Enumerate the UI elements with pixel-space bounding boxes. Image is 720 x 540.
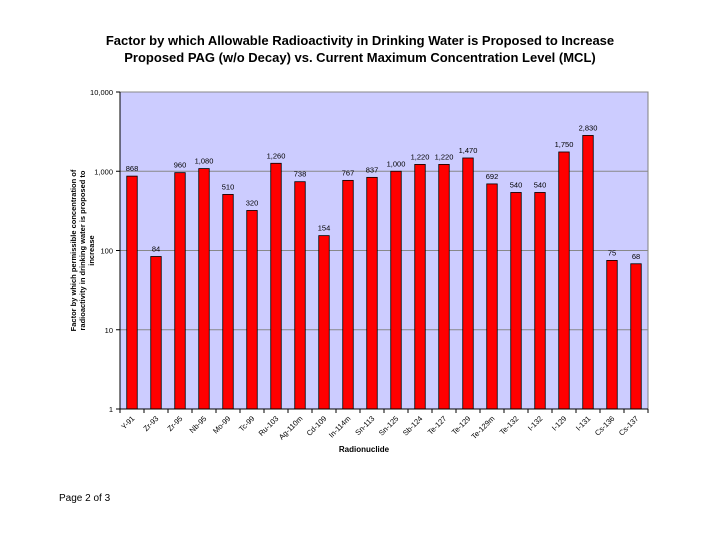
x-tick-label: Te-132: [498, 414, 521, 437]
page-footer: Page 2 of 3: [59, 493, 111, 504]
y-tick-label: 1,000: [94, 167, 113, 176]
y-axis-label-line: increase: [87, 235, 96, 265]
chart-title-line-2: Proposed PAG (w/o Decay) vs. Current Max…: [124, 50, 596, 65]
bar: [582, 135, 594, 410]
bar: [126, 175, 138, 410]
x-tick-label: I-131: [574, 414, 592, 432]
bar-value-label: 2,830: [579, 123, 598, 132]
value-labels: 868 84 960 1,080 510 320 1,260 738 154 767 837 1,00…: [126, 123, 640, 260]
x-axis-label: Radionuclide: [339, 445, 390, 454]
y-tick-label: 100: [100, 247, 113, 256]
bar: [150, 256, 162, 410]
bar-value-label: 540: [510, 180, 523, 189]
bar: [630, 263, 642, 410]
bar-value-label: 868: [126, 164, 139, 173]
x-tick-label: Sb-124: [401, 414, 424, 437]
bar: [510, 192, 522, 410]
y-axis-label-line: radioactivity in drinking water is propo…: [78, 170, 87, 330]
bar-value-label: 320: [246, 198, 259, 207]
y-axis-label-line: Factor by which permissible concentratio…: [69, 169, 78, 331]
bar-value-label: 84: [152, 245, 160, 254]
y-tick-label: 10,000: [90, 88, 113, 97]
bar: [270, 162, 282, 410]
x-tick-label: I-129: [550, 414, 568, 432]
bar: [438, 164, 450, 410]
x-tick-label: Zr-93: [141, 414, 160, 433]
x-tick-label: Y-91: [119, 414, 136, 431]
x-tick-label: I-132: [526, 414, 544, 432]
bar: [294, 181, 306, 410]
bar-value-label: 154: [318, 224, 331, 233]
bar: [222, 194, 234, 410]
x-tick-label: Tc-99: [237, 414, 256, 433]
bar-value-label: 692: [486, 172, 499, 181]
x-tick-label: Sn-125: [377, 414, 400, 437]
y-axis-label: Factor by which permissible concentratio…: [69, 169, 96, 331]
bar-value-label: 738: [294, 170, 307, 179]
bar-value-label: 1,220: [411, 152, 430, 161]
bar: [366, 176, 378, 410]
bar-value-label: 1,750: [555, 140, 574, 149]
x-tick-label: Te-129m: [469, 414, 496, 441]
bar: [486, 183, 498, 410]
bar-value-label: 1,260: [267, 151, 286, 160]
x-tick-label: In-114m: [327, 414, 352, 439]
bar-value-label: 837: [366, 165, 379, 174]
bar: [174, 172, 186, 410]
bar: [462, 157, 474, 410]
x-tick-label: Zr-95: [165, 414, 184, 433]
bar: [318, 235, 330, 410]
chart-title-line-1: Factor by which Allowable Radioactivity …: [105, 33, 615, 48]
x-tick-label: Mo-99: [211, 414, 232, 435]
bars: [126, 135, 642, 410]
x-tick-label: Nb-95: [188, 414, 209, 435]
x-tick-label: Sn-113: [353, 414, 376, 437]
bar: [534, 192, 546, 410]
bar: [246, 210, 258, 410]
bar-value-label: 75: [608, 248, 616, 257]
bar-value-label: 510: [222, 182, 235, 191]
bar: [390, 170, 402, 410]
bar: [414, 164, 426, 410]
x-axis-ticks: Y-91 Zr-93 Zr-95 Nb-95 Mo-99 Tc-99 Ru-103Ag-11…: [119, 409, 649, 442]
bar: [342, 179, 354, 410]
bar: [558, 151, 570, 410]
bar-value-label: 68: [632, 252, 640, 261]
bar-value-label: 1,220: [435, 152, 454, 161]
bar: [198, 168, 210, 410]
bar-value-label: 1,470: [459, 146, 478, 155]
x-tick-label: Ag-110m: [277, 414, 304, 441]
bar-value-label: 960: [174, 161, 187, 170]
bar-value-label: 540: [534, 180, 547, 189]
x-tick-label: Cs-136: [593, 414, 616, 437]
bar-value-label: 1,080: [195, 157, 214, 166]
x-tick-label: Cs-137: [617, 414, 640, 437]
bar-value-label: 1,000: [387, 159, 406, 168]
x-tick-label: Cd-109: [305, 414, 329, 438]
bar-value-label: 767: [342, 168, 355, 177]
x-tick-label: Te-127: [426, 414, 449, 437]
bar: [606, 260, 618, 410]
y-tick-label: 10: [105, 326, 113, 335]
y-tick-label: 1: [109, 405, 113, 414]
x-tick-label: Te-129: [450, 414, 473, 437]
